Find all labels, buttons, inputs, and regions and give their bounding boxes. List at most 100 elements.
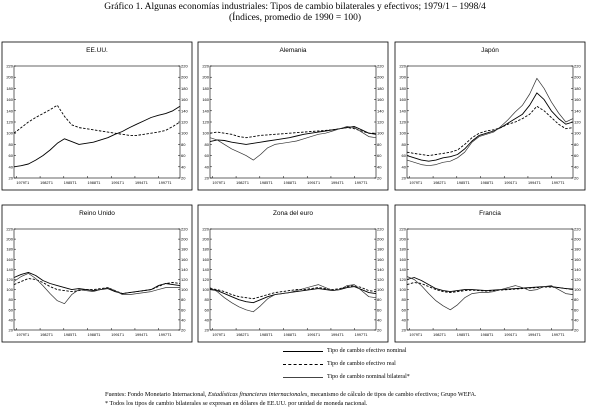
y-tick-label: 40 — [9, 164, 14, 169]
y-tick-label: 220 — [377, 64, 384, 69]
legend-label: Tipo de cambio nominal bilateral* — [327, 374, 410, 380]
panel-title: EE.UU. — [86, 47, 108, 54]
sources-prefix: Fuentes: Fondo Monetario Internacional, — [105, 391, 208, 398]
y-tick-label: 200 — [399, 237, 406, 242]
x-tick-label: 1985T1 — [260, 333, 273, 337]
x-tick-label: 1988T1 — [88, 181, 101, 185]
y-tick-label: 120 — [574, 277, 581, 282]
y-tick-label: 120 — [6, 120, 13, 125]
y-tick-label: 160 — [202, 257, 209, 262]
y-tick-label: 220 — [574, 64, 581, 69]
panel-border — [1, 41, 193, 191]
y-tick-label: 180 — [181, 86, 188, 91]
y-tick-label: 80 — [181, 297, 186, 302]
y-tick-label: 20 — [574, 328, 579, 333]
y-tick-label: 40 — [181, 317, 186, 322]
y-tick-label: 220 — [6, 227, 13, 232]
y-tick-label: 180 — [574, 247, 581, 252]
x-tick-label: 1979T1 — [409, 181, 422, 185]
y-tick-label: 80 — [9, 297, 14, 302]
x-tick-label: 1991T1 — [111, 333, 124, 337]
y-tick-label: 60 — [205, 307, 210, 312]
x-tick-label: 1985T1 — [64, 181, 77, 185]
y-tick-label: 180 — [6, 247, 13, 252]
y-tick-label: 120 — [377, 120, 384, 125]
y-tick-label: 180 — [377, 86, 384, 91]
y-tick-label: 60 — [574, 307, 579, 312]
y-tick-label: 120 — [399, 277, 406, 282]
y-tick-label: 160 — [377, 97, 384, 102]
y-tick-label: 80 — [574, 297, 579, 302]
panel-border — [197, 41, 389, 191]
panel-title: Reino Unido — [79, 210, 115, 217]
series-line-solid — [406, 277, 574, 293]
y-tick-label: 40 — [402, 317, 407, 322]
series-line-solid — [209, 286, 377, 304]
y-tick-label: 180 — [202, 86, 209, 91]
y-tick-label: 80 — [574, 142, 579, 147]
y-tick-label: 220 — [399, 227, 406, 232]
y-tick-label: 100 — [574, 287, 581, 292]
series-line-thin — [209, 284, 377, 313]
x-tick-label: 1997T1 — [552, 333, 565, 337]
x-tick-label: 1994T1 — [528, 333, 541, 337]
y-tick-label: 80 — [402, 142, 407, 147]
y-tick-label: 20 — [574, 176, 579, 181]
plot-area — [406, 228, 574, 331]
y-tick-label: 120 — [574, 120, 581, 125]
legend-swatch-solid — [283, 351, 323, 352]
panel-title: Japón — [481, 47, 499, 54]
y-tick-label: 220 — [202, 64, 209, 69]
y-tick-label: 200 — [202, 75, 209, 80]
panel-title: Alemania — [279, 47, 306, 54]
series-line-thin — [406, 276, 574, 311]
y-tick-label: 180 — [574, 86, 581, 91]
series-line-solid — [209, 126, 377, 145]
legend-swatch-thin — [283, 377, 323, 378]
x-tick-label: 1997T1 — [552, 181, 565, 185]
y-tick-label: 100 — [6, 287, 13, 292]
y-tick-label: 220 — [377, 227, 384, 232]
y-tick-label: 20 — [9, 176, 14, 181]
chart-panel: Japón 20 20 40 40 60 60 80 80 100 100 120 120 140 140 1… — [394, 41, 586, 191]
x-tick-label: 1994T1 — [331, 333, 344, 337]
x-tick-label: 1982T1 — [433, 333, 446, 337]
y-tick-label: 120 — [377, 277, 384, 282]
y-tick-label: 20 — [205, 328, 210, 333]
x-tick-label: 1982T1 — [433, 181, 446, 185]
y-tick-label: 140 — [6, 267, 13, 272]
plot-area — [209, 228, 377, 331]
y-tick-label: 40 — [574, 317, 579, 322]
y-tick-label: 100 — [6, 131, 13, 136]
y-tick-label: 20 — [402, 176, 407, 181]
sources-suffix: , mecanismo de cálculo de tipos de cambi… — [307, 391, 477, 398]
chart-subtitle: (Índices, promedio de 1990 = 100) — [229, 13, 361, 23]
chart-panel: EE.UU. 20 20 40 40 60 60 80 80 100 100 120 120 140 140… — [1, 41, 193, 191]
y-tick-label: 40 — [402, 164, 407, 169]
x-tick-label: 1997T1 — [355, 181, 368, 185]
series-line-solid — [13, 105, 181, 168]
y-tick-label: 200 — [399, 75, 406, 80]
chart-panel: Francia 20 20 40 40 60 60 80 80 100 100 120 120 140 14… — [394, 204, 586, 343]
y-tick-label: 100 — [399, 131, 406, 136]
x-tick-label: 1988T1 — [481, 333, 494, 337]
x-tick-label: 1985T1 — [64, 333, 77, 337]
y-tick-label: 160 — [574, 257, 581, 262]
y-tick-label: 220 — [181, 227, 188, 232]
y-tick-label: 140 — [181, 108, 188, 113]
y-tick-label: 160 — [6, 97, 13, 102]
y-tick-label: 40 — [205, 164, 210, 169]
panel-title: Francia — [479, 210, 501, 217]
y-tick-label: 200 — [6, 237, 13, 242]
x-tick-label: 1994T1 — [135, 333, 148, 337]
y-tick-label: 220 — [574, 227, 581, 232]
x-tick-label: 1991T1 — [504, 333, 517, 337]
series-line-thin — [13, 273, 180, 305]
panel-border — [1, 204, 193, 343]
y-tick-label: 20 — [377, 328, 382, 333]
y-tick-label: 140 — [399, 108, 406, 113]
y-tick-label: 40 — [9, 317, 14, 322]
y-tick-label: 160 — [377, 257, 384, 262]
y-tick-label: 160 — [202, 97, 209, 102]
